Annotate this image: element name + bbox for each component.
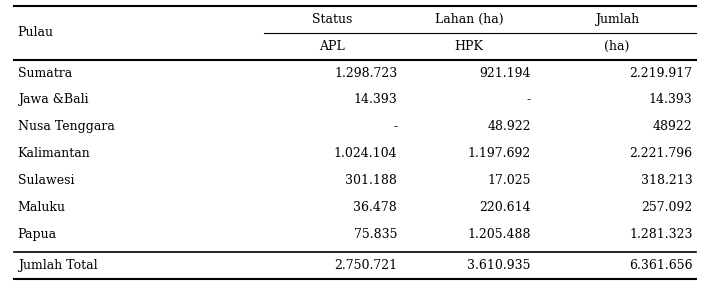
Text: HPK: HPK (455, 40, 484, 53)
Text: 1.281.323: 1.281.323 (629, 228, 692, 241)
Text: 2.750.721: 2.750.721 (334, 259, 397, 272)
Text: 1.197.692: 1.197.692 (467, 147, 531, 160)
Text: Papua: Papua (18, 228, 57, 241)
Text: Jumlah Total: Jumlah Total (18, 259, 97, 272)
Text: 2.221.796: 2.221.796 (629, 147, 692, 160)
Text: 6.361.656: 6.361.656 (628, 259, 692, 272)
Text: 1.024.104: 1.024.104 (333, 147, 397, 160)
Text: Jumlah: Jumlah (595, 13, 639, 26)
Text: 921.194: 921.194 (479, 66, 531, 80)
Text: Lahan (ha): Lahan (ha) (435, 13, 503, 26)
Text: 36.478: 36.478 (354, 201, 397, 214)
Text: 2.219.917: 2.219.917 (629, 66, 692, 80)
Text: 3.610.935: 3.610.935 (467, 259, 531, 272)
Text: 48.922: 48.922 (487, 120, 531, 133)
Text: Nusa Tenggara: Nusa Tenggara (18, 120, 115, 133)
Text: 1.298.723: 1.298.723 (334, 66, 397, 80)
Text: 14.393: 14.393 (649, 93, 692, 106)
Text: Sumatra: Sumatra (18, 66, 72, 80)
Text: Sulawesi: Sulawesi (18, 174, 74, 187)
Text: 318.213: 318.213 (640, 174, 692, 187)
Text: Kalimantan: Kalimantan (18, 147, 90, 160)
Text: 75.835: 75.835 (354, 228, 397, 241)
Text: -: - (393, 120, 397, 133)
Text: (ha): (ha) (604, 40, 630, 53)
Text: Pulau: Pulau (18, 26, 53, 39)
Text: Maluku: Maluku (18, 201, 65, 214)
Text: -: - (527, 93, 531, 106)
Text: 1.205.488: 1.205.488 (467, 228, 531, 241)
Text: Jawa &Bali: Jawa &Bali (18, 93, 88, 106)
Text: Status: Status (312, 13, 352, 26)
Text: 48922: 48922 (653, 120, 692, 133)
Text: 301.188: 301.188 (345, 174, 397, 187)
Text: APL: APL (319, 40, 345, 53)
Text: 257.092: 257.092 (641, 201, 692, 214)
Text: 220.614: 220.614 (479, 201, 531, 214)
Text: 17.025: 17.025 (487, 174, 531, 187)
Text: 14.393: 14.393 (354, 93, 397, 106)
